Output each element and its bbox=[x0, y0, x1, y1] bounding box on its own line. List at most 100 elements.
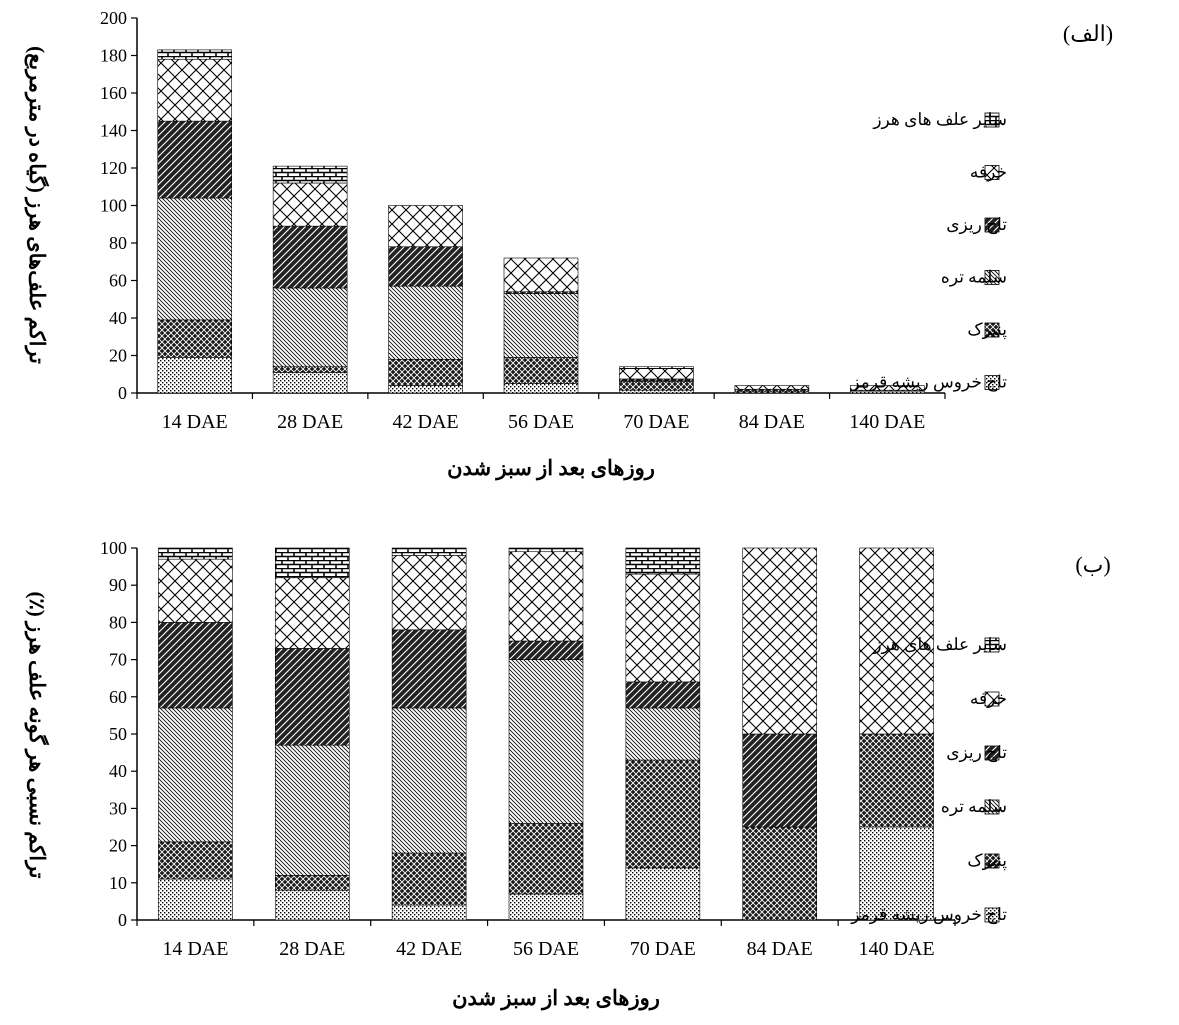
y-tick-label: 90 bbox=[109, 575, 127, 595]
legend-label: سلمه تره bbox=[941, 797, 1007, 817]
bar-segment bbox=[158, 841, 233, 880]
bar-segment bbox=[388, 285, 463, 360]
x-category-label: 42 DAE bbox=[393, 411, 459, 433]
y-tick-label: 60 bbox=[109, 687, 127, 707]
y-tick-label: 20 bbox=[109, 836, 127, 856]
y-tick-label: 60 bbox=[109, 271, 127, 291]
x-category-label: 28 DAE bbox=[279, 938, 345, 960]
bar-segment bbox=[272, 165, 348, 184]
legend-label: پنیرک bbox=[967, 851, 1007, 871]
y-tick-label: 70 bbox=[109, 650, 127, 670]
bar-segment bbox=[625, 573, 701, 683]
bar-segment bbox=[274, 875, 350, 891]
bar-segment bbox=[157, 197, 233, 321]
crosshatch-pattern-icon bbox=[984, 322, 1000, 338]
bar-segment bbox=[157, 58, 233, 122]
dotted-pattern-icon bbox=[984, 907, 1000, 923]
legend-label: سایر علف های هرز bbox=[872, 110, 1007, 130]
bar-segment bbox=[742, 733, 818, 828]
bar-segment bbox=[503, 383, 579, 394]
bar-segment bbox=[625, 759, 701, 869]
y-tick-label: 80 bbox=[109, 612, 127, 632]
bar-segment bbox=[503, 357, 579, 384]
y-axis-title: تراکم علف‌های هرز (گیاه در مترمربع) bbox=[24, 46, 50, 364]
y-tick-label: 30 bbox=[109, 798, 127, 818]
y-tick-label: 100 bbox=[100, 196, 127, 216]
legend-label: تاج ریزی bbox=[946, 743, 1007, 763]
bar-segment bbox=[158, 547, 233, 560]
crosshatch-pattern-icon bbox=[984, 853, 1000, 869]
bar-segment bbox=[503, 257, 579, 293]
bar-segment bbox=[157, 120, 233, 199]
bar-segment bbox=[508, 659, 584, 824]
bar-segment bbox=[859, 733, 934, 828]
bar-segment bbox=[272, 372, 348, 394]
y-axis-title: تراکم نسبی هر گونه علف هرز (٪) bbox=[24, 591, 50, 878]
bar-segment bbox=[859, 547, 934, 735]
bar-segment bbox=[388, 246, 463, 287]
y-tick-label: 10 bbox=[109, 873, 127, 893]
bar-segment bbox=[274, 547, 350, 579]
bar-segment bbox=[158, 622, 233, 709]
y-tick-label: 100 bbox=[100, 538, 127, 558]
x-category-label: 84 DAE bbox=[747, 938, 813, 960]
x-category-label: 56 DAE bbox=[508, 411, 574, 433]
y-tick-label: 160 bbox=[100, 83, 127, 103]
bar-segment bbox=[274, 889, 350, 921]
bar-segment bbox=[157, 49, 233, 60]
dotted-pattern-icon bbox=[984, 375, 1000, 390]
bar-segment bbox=[274, 744, 350, 876]
legend-label: تاج ریزی bbox=[946, 215, 1007, 235]
dark-diagonal-pattern-icon bbox=[984, 217, 1000, 233]
bar-segment bbox=[391, 904, 467, 921]
lattice-pattern-icon bbox=[984, 691, 1000, 707]
bar-segment bbox=[391, 629, 467, 709]
x-category-label: 140 DAE bbox=[859, 938, 935, 960]
x-category-label: 28 DAE bbox=[277, 411, 343, 433]
legend-label: تاج خروس ریشه قرمز bbox=[850, 905, 1007, 925]
bar-segment bbox=[157, 319, 233, 358]
bar-segment bbox=[391, 707, 467, 854]
bar-segment bbox=[619, 368, 694, 380]
panel-title: (الف) bbox=[1063, 21, 1113, 46]
y-tick-label: 80 bbox=[109, 233, 127, 253]
bar-segment bbox=[734, 385, 810, 390]
legend-label: خرفه bbox=[970, 163, 1007, 183]
y-tick-label: 180 bbox=[100, 46, 127, 66]
bar-segment bbox=[158, 558, 233, 623]
x-category-label: 70 DAE bbox=[623, 411, 689, 433]
bar-segment bbox=[625, 547, 701, 575]
fine-diagonal-pattern-icon bbox=[984, 270, 1000, 285]
bar-segment bbox=[742, 826, 818, 921]
bar-segment bbox=[388, 385, 463, 394]
x-category-label: 14 DAE bbox=[162, 938, 228, 960]
brick-pattern-icon bbox=[984, 112, 1000, 128]
x-category-label: 56 DAE bbox=[513, 938, 579, 960]
x-category-label: 70 DAE bbox=[630, 938, 696, 960]
bar-segment bbox=[274, 577, 350, 649]
bar-segment bbox=[272, 366, 348, 373]
y-tick-label: 0 bbox=[118, 910, 127, 930]
bar-segment bbox=[849, 385, 925, 391]
x-category-label: 42 DAE bbox=[396, 938, 462, 960]
bar-segment bbox=[625, 867, 701, 921]
chart-panel-2: 0 10 20 30 40 50 60 70 80 90 100 14 DAE 28 DAE 42 DAE… bbox=[24, 538, 1111, 1011]
chart-panel-1: 0 20 40 60 80 100 120 140 160 180 200 14 DAE 28 DAE 4… bbox=[24, 8, 1113, 481]
x-axis-title: روزهای بعد از سبز شدن bbox=[452, 986, 660, 1011]
bar-segment bbox=[388, 358, 463, 386]
fine-diagonal-pattern-icon bbox=[984, 799, 1000, 815]
legend-label: پنیرک bbox=[967, 320, 1007, 340]
legend-label: سلمه تره bbox=[941, 268, 1007, 288]
bar-segment bbox=[274, 648, 350, 746]
bar-segment bbox=[619, 389, 694, 394]
bar-segment bbox=[503, 293, 579, 358]
y-tick-label: 200 bbox=[100, 8, 127, 28]
y-tick-label: 40 bbox=[109, 308, 127, 328]
x-category-label: 140 DAE bbox=[849, 411, 925, 433]
bar-segment bbox=[508, 551, 584, 642]
legend-label: سایر علف های هرز bbox=[872, 635, 1007, 655]
bar-segment bbox=[388, 205, 463, 248]
legend-label: خرفه bbox=[970, 689, 1007, 709]
bar-segment bbox=[619, 381, 694, 391]
